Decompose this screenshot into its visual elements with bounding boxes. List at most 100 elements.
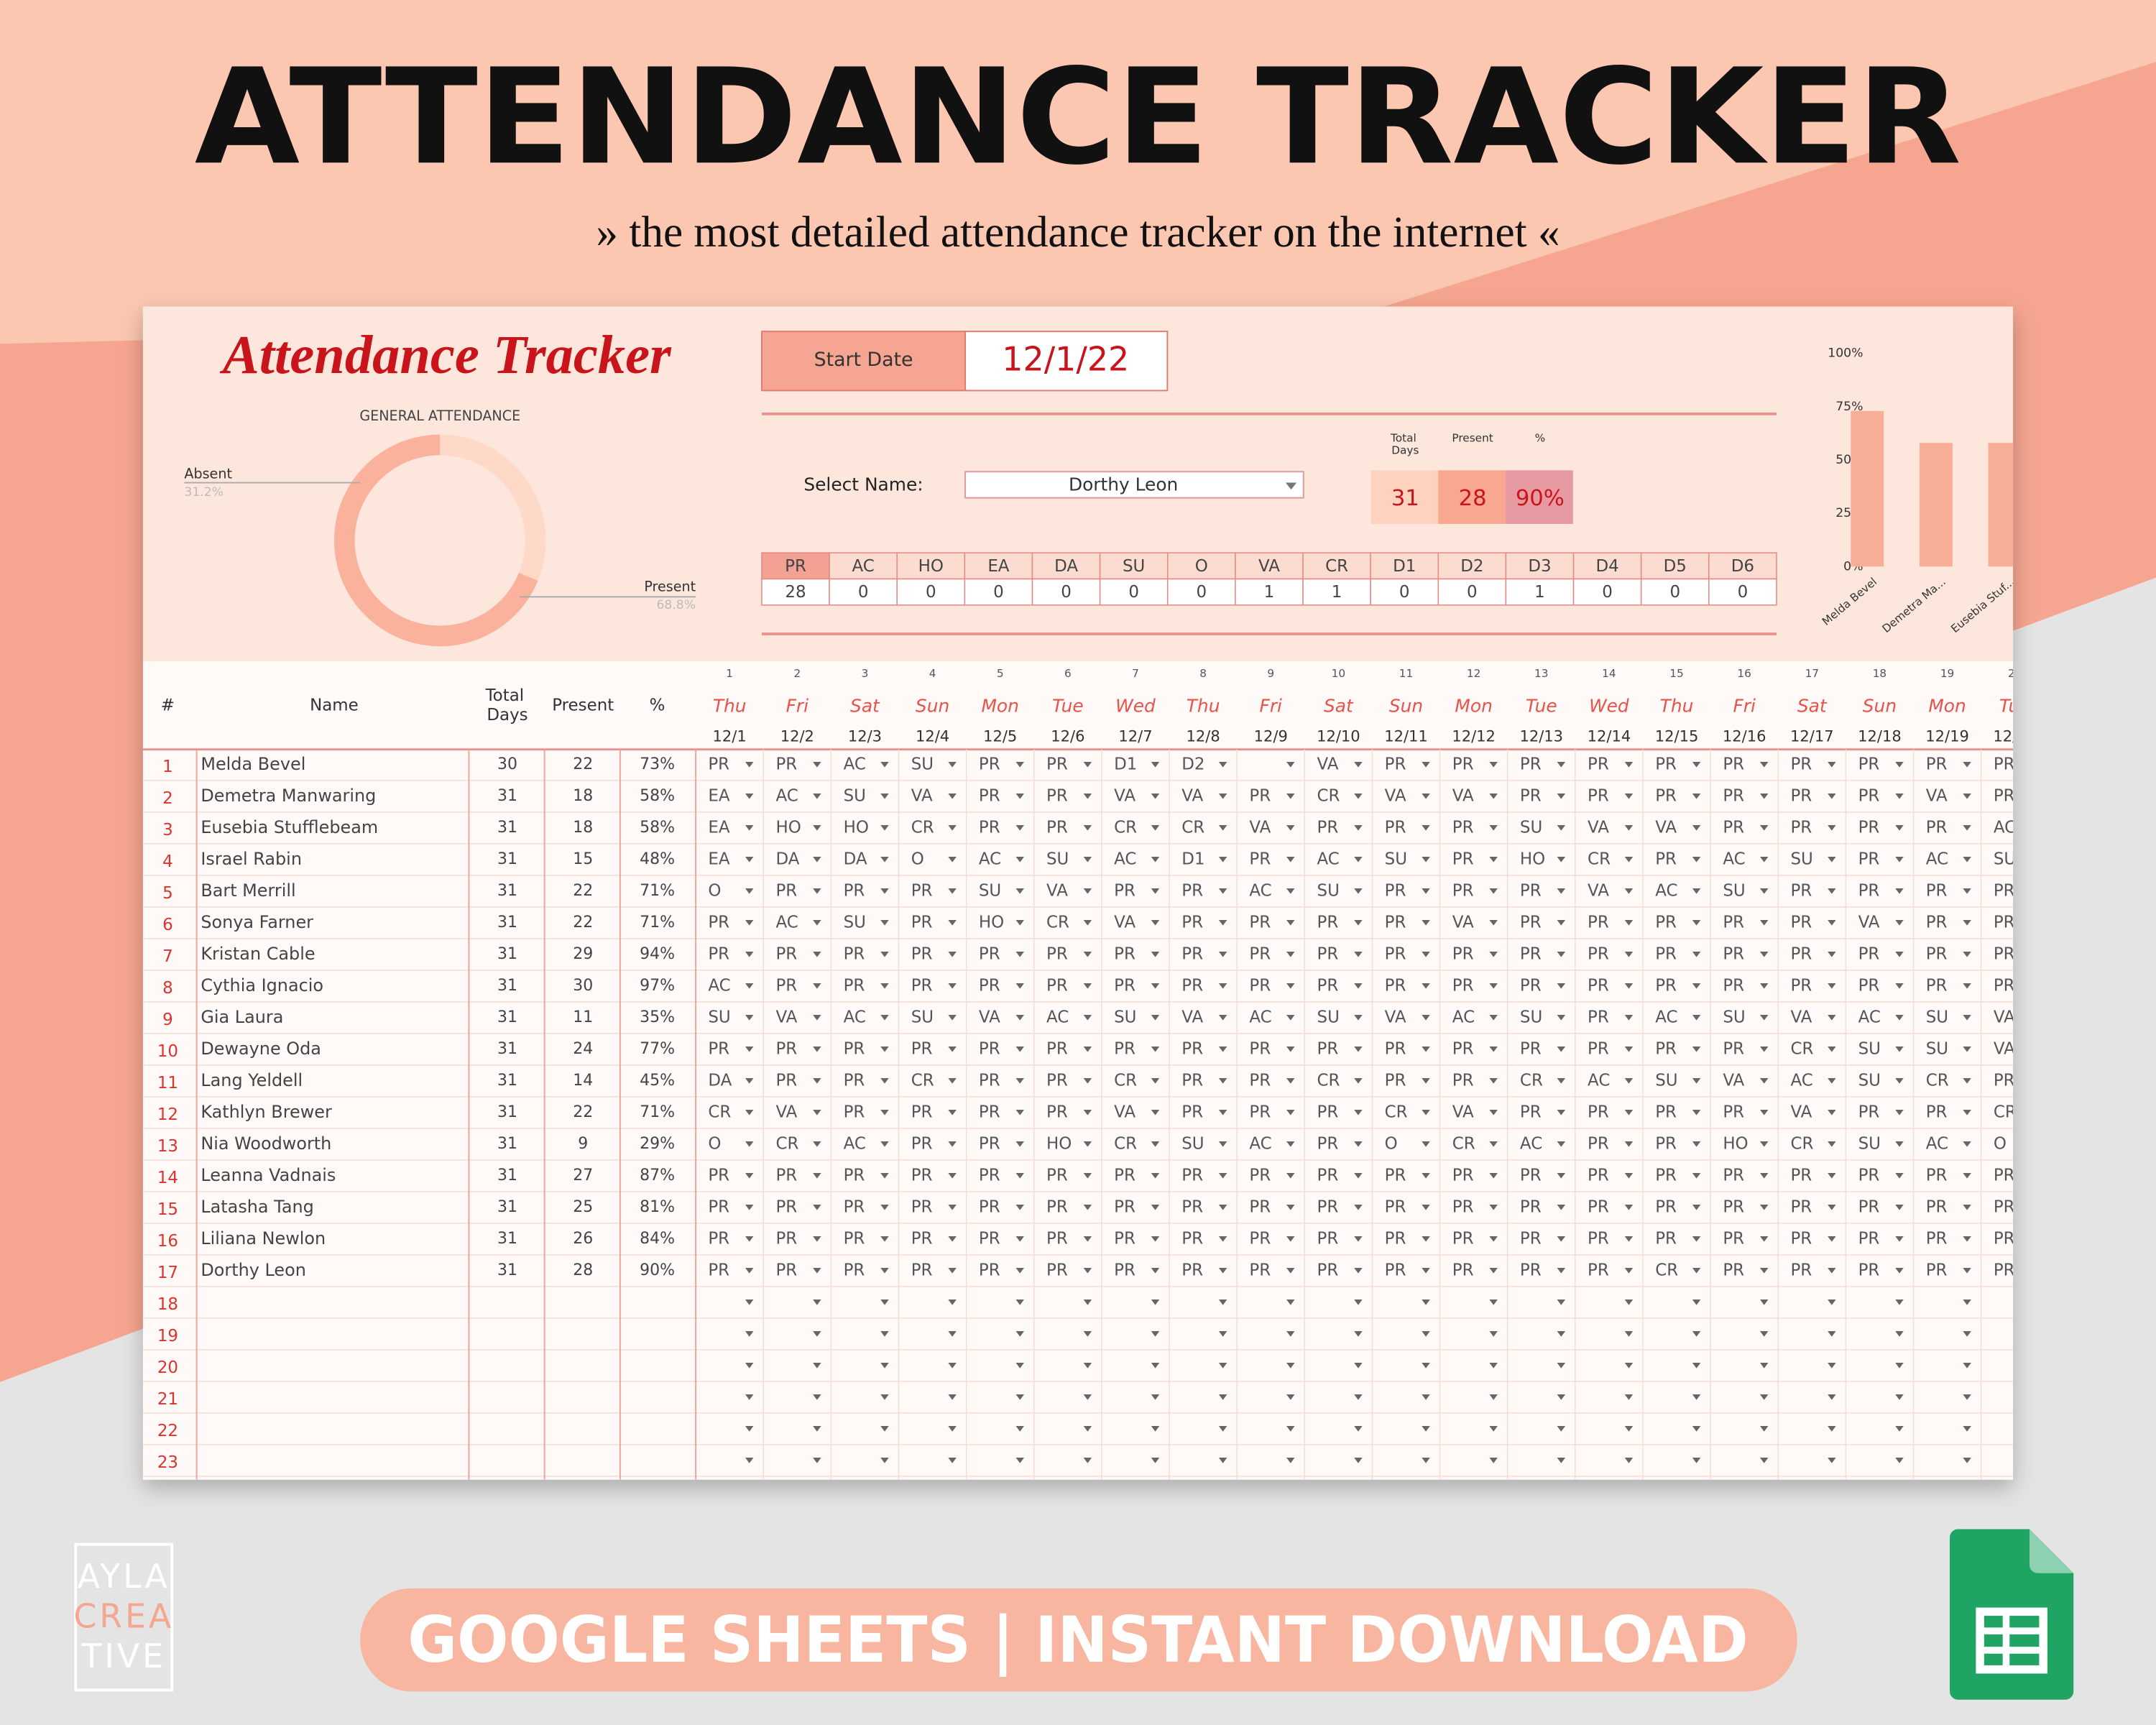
cell-dropdown-arrow [948,1110,957,1116]
cell-dropdown-arrow [1218,793,1227,799]
attendance-code: HO [979,913,1004,932]
cell-dropdown-arrow [813,1426,821,1432]
code-header-cell [1166,552,1236,580]
cell-dropdown-arrow [1015,1458,1024,1463]
cell-dropdown-arrow [1422,983,1430,989]
cell-dropdown-arrow [1354,1458,1363,1463]
total-days: 31 [497,1135,517,1153]
attendance-code: PR [708,1039,729,1058]
cell-dropdown-arrow [1286,1331,1295,1337]
cell-dropdown-arrow [1489,793,1498,799]
attendance-code: SU [1317,1008,1340,1026]
cell-dropdown-arrow [1489,761,1498,768]
attendance-code: VA [1655,818,1677,837]
attendance-code: DA [775,850,799,868]
cell-dropdown-arrow [1218,1268,1227,1274]
cell-dropdown-arrow [1151,951,1160,957]
date: 12/12 [1452,727,1496,745]
cell-dropdown-arrow [1151,1173,1160,1179]
attendance-code: VA [1317,755,1339,773]
attendance-code: PR [1249,1071,1271,1090]
attendance-code: PR [1181,1039,1203,1058]
attendance-code: PR [775,1166,797,1184]
cell-dropdown-arrow [1895,761,1904,768]
attendance-code: PR [1046,976,1068,995]
attendance-code: VA [1994,1008,2015,1026]
code-value-cell [1572,578,1642,606]
donut-slice [440,434,546,581]
attendance-code: PR [911,1166,933,1184]
cell-dropdown-arrow [1895,1236,1904,1242]
attendance-code: VA [1114,913,1135,932]
cell-dropdown-arrow [1895,856,1904,862]
footer-pill [360,1588,1797,1692]
date: 12/10 [1317,727,1360,745]
attendance-code: PR [1520,1103,1542,1121]
attendance-code: PR [1181,1197,1203,1216]
attendance-code: AC [775,786,798,805]
attendance-code: PR [1249,786,1271,805]
name-dropdown[interactable] [964,471,1304,499]
attendance-code: AC [708,976,730,995]
weekday: Sat [1324,695,1354,716]
cell-dropdown-arrow [1963,888,1971,894]
attendance-code: SU [844,913,866,932]
cell-dropdown-arrow [1489,983,1498,989]
percent: 35% [640,1008,675,1026]
attendance-code: PR [1994,1229,2015,1248]
cell-dropdown-arrow [1489,1236,1498,1242]
attendance-code: PR [1520,913,1542,932]
code-header: D6 [1731,557,1754,576]
day-number: 18 [1873,667,1886,680]
cell-dropdown-arrow [1963,1205,1971,1210]
code-header: HO [918,557,944,576]
attendance-code: PR [1181,1261,1203,1279]
cell-dropdown-arrow [1489,1300,1498,1305]
cell-dropdown-arrow [1151,1458,1160,1463]
attendance-code: PR [1114,881,1135,900]
total-days: 31 [497,945,517,963]
code-value: 0 [1197,583,1207,602]
bar [1988,443,2014,567]
cell-dropdown-arrow [1557,1078,1566,1084]
attendance-code: O [1994,1134,2007,1153]
percent: 71% [640,914,675,932]
day-number: 17 [1805,667,1819,680]
cell-dropdown-arrow [1286,793,1295,799]
weekday: Mon [1455,695,1492,716]
attendance-code: PR [1520,976,1542,995]
attendance-code: PR [1046,1197,1068,1216]
cell-dropdown-arrow [1963,1046,1971,1052]
cell-dropdown-arrow [1218,951,1227,957]
cell-dropdown-arrow [1759,951,1769,957]
code-value: 1 [1264,583,1275,602]
cell-dropdown-arrow [1557,793,1566,799]
cell-dropdown-arrow [1218,888,1227,894]
attendance-code: PR [1994,786,2015,805]
row-number: 14 [157,1169,178,1187]
cell-dropdown-arrow [1828,824,1836,831]
attendance-code: PR [1046,944,1068,963]
attendance-code: CR [1790,1134,1813,1153]
attendance-code: SU [979,881,1001,900]
cell-dropdown-arrow [813,919,821,926]
present-count: 29 [573,945,593,963]
attendance-code: PR [1114,976,1135,995]
cell-dropdown-arrow [880,1394,889,1400]
cell-dropdown-arrow [813,1141,821,1147]
attendance-code: PR [844,1039,865,1058]
cell-dropdown-arrow [1624,1078,1634,1084]
attendance-code: VA [1790,1103,1812,1121]
cell-dropdown-arrow [880,1046,889,1052]
start-date-box[interactable] [964,331,1169,392]
attendance-code: PR [1588,1261,1609,1279]
attendance-code: PR [1317,1103,1339,1121]
attendance-code: PR [1655,1229,1677,1248]
attendance-code: PR [1926,1229,1948,1248]
attendance-code: AC [844,755,866,773]
cell-dropdown-arrow [1895,983,1904,989]
dropdown-arrow [1285,482,1297,490]
cell-dropdown-arrow [1624,1363,1634,1368]
cell-dropdown-arrow [1489,1394,1498,1400]
day-number: 16 [1737,667,1751,680]
